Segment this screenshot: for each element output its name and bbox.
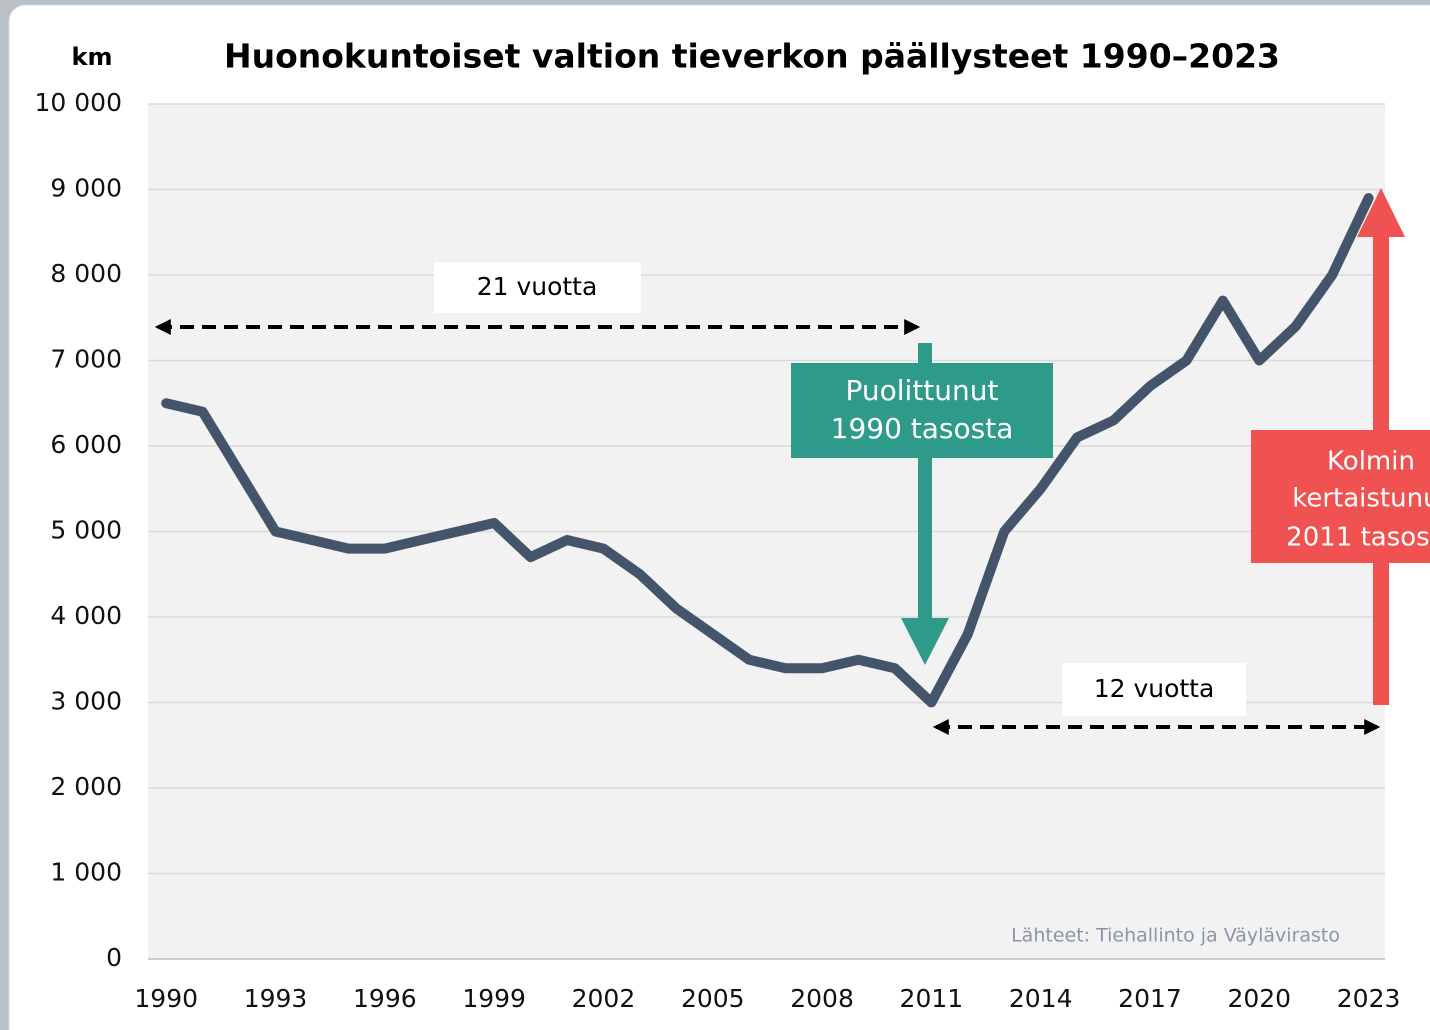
x-tick-label: 2008 [790,984,854,1013]
y-tick-label: 0 [106,943,122,972]
annotation: 12 vuotta [1094,674,1215,703]
x-tick-label: 2020 [1227,984,1291,1013]
y-tick-label: 5 000 [50,516,122,545]
x-tick-label: 2005 [681,984,745,1013]
x-tick-label: 2017 [1118,984,1182,1013]
x-tick-label: 2011 [900,984,964,1013]
x-tick-label: 1990 [134,984,198,1013]
chart-title: Huonokuntoiset valtion tieverkon päällys… [224,37,1280,76]
y-unit: km [72,43,113,71]
annotation: 2011 tasosta [1286,523,1430,553]
x-tick-label: 1993 [244,984,308,1013]
y-tick-label: 10 000 [35,88,122,117]
annotation: 1990 tasosta [831,412,1014,445]
annotation: kertaistunut [1292,484,1430,514]
annotation: Puolittunut [845,374,998,407]
x-tick-label: 1999 [462,984,526,1013]
y-tick-label: 3 000 [50,687,122,716]
chart: km Huonokuntoiset valtion tieverkon pääl… [0,0,1430,1030]
y-tick-label: 9 000 [50,174,122,203]
y-tick-label: 1 000 [50,858,122,887]
y-tick-label: 8 000 [50,259,122,288]
annotation: 21 vuotta [477,272,598,301]
y-tick-label: 2 000 [50,772,122,801]
x-tick-label: 1996 [353,984,417,1013]
y-tick-label: 7 000 [50,345,122,374]
y-tick-label: 6 000 [50,430,122,459]
annotation: Kolmin [1327,447,1415,477]
x-tick-label: 2002 [572,984,636,1013]
x-tick-label: 2023 [1337,984,1401,1013]
source: Lähteet: Tiehallinto ja Väylävirasto [1011,925,1340,947]
y-tick-label: 4 000 [50,601,122,630]
x-tick-label: 2014 [1009,984,1073,1013]
page: km Huonokuntoiset valtion tieverkon pääl… [0,0,1430,1030]
